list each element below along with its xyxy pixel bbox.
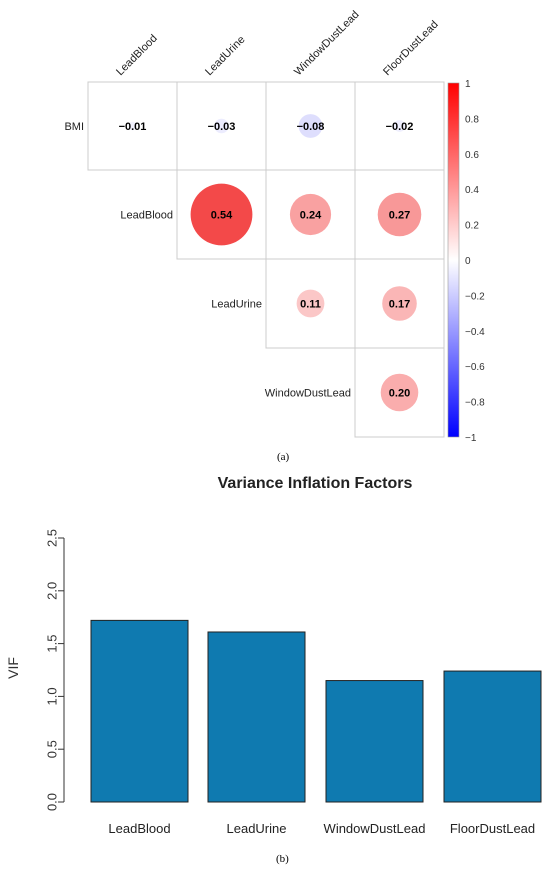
bar-leadblood [90, 619, 189, 803]
column-label-windowdustlead: WindowDustLead [292, 9, 361, 78]
colorbar-tick-label: 0.4 [465, 185, 479, 196]
corr-circle-leadurine-floordustlead [382, 286, 417, 321]
colorbar: 1 0.8 0.6 0.4 0.2 0 −0.2 −0.4 −0.6 −0.8 −1 [447, 79, 485, 444]
colorbar-tick-label: 1 [465, 79, 471, 90]
column-label-leadurine: LeadUrine [203, 34, 247, 78]
corr-circle-windowdustlead-floordustlead [380, 373, 419, 412]
corr-value-bmi-leadblood: −0.01 [119, 121, 147, 133]
colorbar-tick-label: −0.6 [465, 362, 485, 373]
corr-value-leadblood-windowdustlead: 0.24 [300, 210, 322, 222]
x-tick-label-floordustlead: FloorDustLead [450, 821, 535, 836]
y-tick-label: 1.5 [45, 635, 60, 653]
row-label-leadblood: LeadBlood [120, 210, 173, 222]
y-axis-label: VIF [5, 657, 21, 679]
corr-circle-bmi-leadblood [128, 121, 137, 131]
corr-circle-leadblood-floordustlead [377, 192, 422, 237]
caption-a: (a) [277, 451, 290, 463]
chart-title: Variance Inflation Factors [218, 475, 413, 492]
corr-value-leadblood-leadurine: 0.54 [211, 210, 233, 222]
correlation-plot: −0.01 −0.03 −0.08 −0.02 0.54 0.24 0.27 0.11 0.17… [64, 9, 485, 444]
colorbar-gradient [447, 82, 460, 438]
row-label-leadurine: LeadUrine [211, 299, 262, 311]
bar-leadurine [207, 631, 306, 803]
corr-circle-leadblood-leadurine [190, 183, 253, 246]
correlation-marks: −0.01 −0.03 −0.08 −0.02 0.54 0.24 0.27 0.11 0.17… [119, 114, 422, 412]
x-tick-label-leadurine: LeadUrine [227, 821, 287, 836]
colorbar-tick-label: −0.4 [465, 327, 485, 338]
y-axis: 0.0 0.5 1.0 1.5 2.0 2.5 [45, 529, 65, 811]
colorbar-tick-label: 0.2 [465, 221, 479, 232]
x-axis-labels: LeadBlood LeadUrine WindowDustLead FloorDus… [108, 821, 535, 836]
corr-value-windowdustlead-floordustlead: 0.20 [389, 388, 410, 400]
y-tick-label: 2.0 [45, 582, 60, 600]
grid-cell [354, 347, 445, 438]
row-label-bmi: BMI [64, 121, 84, 133]
colorbar-tick-label: 0 [465, 256, 471, 267]
corr-circle-leadblood-windowdustlead [289, 193, 332, 236]
corr-circle-bmi-leadurine [214, 118, 229, 134]
x-tick-label-leadblood: LeadBlood [108, 821, 170, 836]
y-tick-label: 2.5 [45, 529, 60, 547]
corr-value-leadblood-floordustlead: 0.27 [389, 210, 410, 222]
y-tick-label: 0.5 [45, 740, 60, 758]
column-label-leadblood: LeadBlood [114, 32, 160, 78]
corr-value-bmi-leadurine: −0.03 [208, 121, 236, 133]
corr-value-bmi-windowdustlead: −0.08 [297, 121, 325, 133]
bar-windowdustlead [325, 680, 424, 803]
caption-b: (b) [276, 853, 289, 865]
bar-floordustlead [443, 670, 542, 803]
corr-circle-bmi-windowdustlead [298, 114, 323, 138]
row-label-windowdustlead: WindowDustLead [265, 388, 351, 400]
corr-value-leadurine-floordustlead: 0.17 [389, 299, 410, 311]
colorbar-tick-label: 0.6 [465, 150, 479, 161]
vif-bar-chart: Variance Inflation Factors VIF 0.0 0.5 1.0… [5, 475, 542, 836]
corr-circle-bmi-floordustlead [393, 120, 406, 132]
x-tick-label-windowdustlead: WindowDustLead [324, 821, 426, 836]
colorbar-tick-label: 0.8 [465, 114, 479, 125]
corr-value-leadurine-windowdustlead: 0.11 [300, 299, 321, 311]
y-tick-label: 0.0 [45, 793, 60, 811]
corr-value-bmi-floordustlead: −0.02 [386, 121, 414, 133]
column-label-floordustlead: FloorDustLead [381, 19, 441, 79]
correlation-grid [87, 81, 445, 438]
colorbar-tick-label: −0.2 [465, 291, 485, 302]
bars [90, 619, 542, 803]
colorbar-tick-label: −1 [465, 433, 477, 444]
y-tick-label: 1.0 [45, 687, 60, 705]
colorbar-tick-label: −0.8 [465, 398, 485, 409]
corr-circle-leadurine-windowdustlead [296, 289, 325, 318]
